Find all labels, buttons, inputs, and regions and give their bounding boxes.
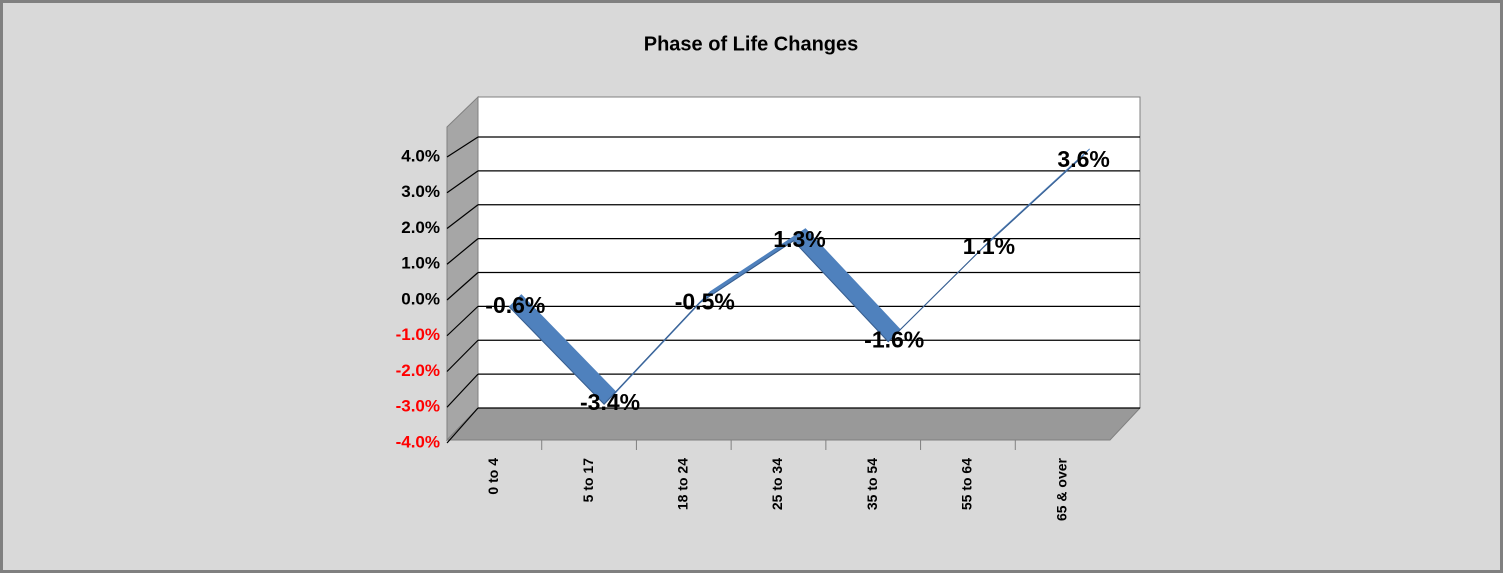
data-label: -1.6% bbox=[864, 327, 924, 353]
x-tick-label: 0 to 4 bbox=[485, 458, 501, 495]
y-tick-label: 3.0% bbox=[401, 182, 440, 201]
line bbox=[508, 160, 1078, 405]
y-tick-label: 1.0% bbox=[401, 254, 440, 273]
side-grid-line bbox=[446, 272, 479, 301]
y-tick-label: 2.0% bbox=[401, 218, 440, 237]
x-tick-label: 5 to 17 bbox=[580, 458, 596, 503]
chart-title: Phase of Life Changes bbox=[644, 33, 859, 55]
data-label: 3.6% bbox=[1057, 146, 1109, 172]
data-label: 1.3% bbox=[773, 226, 825, 252]
x-tick-label: 65 & over bbox=[1053, 457, 1069, 521]
side-grid-line bbox=[446, 339, 479, 372]
y-tick-label: -3.0% bbox=[396, 397, 440, 416]
y-tick-label: -2.0% bbox=[396, 361, 440, 380]
data-label: 1.1% bbox=[963, 233, 1015, 259]
data-label: -3.4% bbox=[580, 389, 640, 415]
data-label: -0.6% bbox=[485, 292, 545, 318]
y-tick-label: -4.0% bbox=[396, 432, 440, 451]
side-grid-line bbox=[446, 238, 479, 265]
y-tick-label: -1.0% bbox=[396, 325, 440, 344]
side-grid-line bbox=[446, 373, 479, 408]
x-tick-label: 25 to 34 bbox=[769, 458, 785, 510]
side-grid-line bbox=[446, 407, 479, 444]
side-grid-line bbox=[446, 204, 479, 229]
x-tick-label: 18 to 24 bbox=[674, 458, 690, 510]
side-wall bbox=[446, 95, 479, 442]
side-grid-line bbox=[446, 305, 479, 337]
side-grid-line bbox=[446, 136, 479, 158]
y-tick-label: 4.0% bbox=[401, 146, 440, 165]
x-tick-label: 35 to 54 bbox=[864, 458, 880, 510]
side-grid-line bbox=[446, 170, 479, 194]
y-tick-label: 0.0% bbox=[401, 289, 440, 308]
data-label: -0.5% bbox=[675, 288, 735, 314]
x-tick-label: 55 to 64 bbox=[959, 458, 975, 510]
floor bbox=[445, 407, 1142, 441]
